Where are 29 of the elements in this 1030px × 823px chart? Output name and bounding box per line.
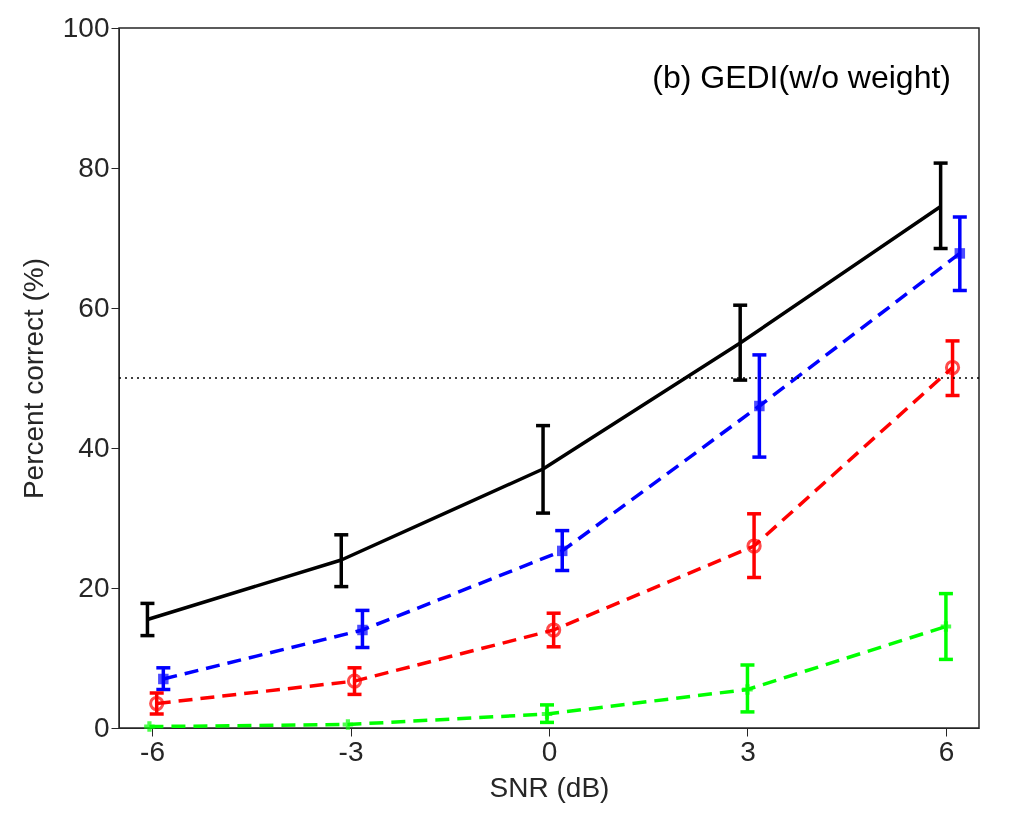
y-tick-label: 40 (78, 431, 110, 463)
point (346, 673, 363, 689)
point (754, 400, 765, 412)
x-tick-label: -3 (338, 735, 364, 767)
point (546, 622, 562, 638)
point (556, 545, 568, 557)
point (944, 359, 961, 376)
point (149, 695, 165, 712)
x-tick-label: -6 (140, 735, 166, 767)
point (954, 248, 966, 259)
x-tick-label: 3 (740, 735, 756, 767)
x-tick-label: 0 (541, 735, 558, 767)
point (144, 721, 155, 732)
point (746, 538, 762, 554)
point (342, 719, 354, 730)
point (742, 684, 753, 695)
y-tick-label: 100 (62, 11, 110, 43)
point (940, 621, 952, 632)
annotation: (b) GEDI(w/o weight) (652, 59, 951, 95)
point (158, 673, 169, 685)
point (357, 624, 368, 636)
y-tick-label: 0 (93, 711, 110, 743)
x-tick-label: 6 (938, 735, 955, 767)
y-axis-title: Percent correct (%) (17, 257, 49, 500)
x-axis-title: SNR (dB) (489, 771, 610, 803)
point (541, 708, 553, 720)
y-tick-label: 20 (78, 571, 110, 603)
y-tick-label: 80 (78, 151, 110, 183)
y-tick-label: 60 (78, 291, 110, 323)
